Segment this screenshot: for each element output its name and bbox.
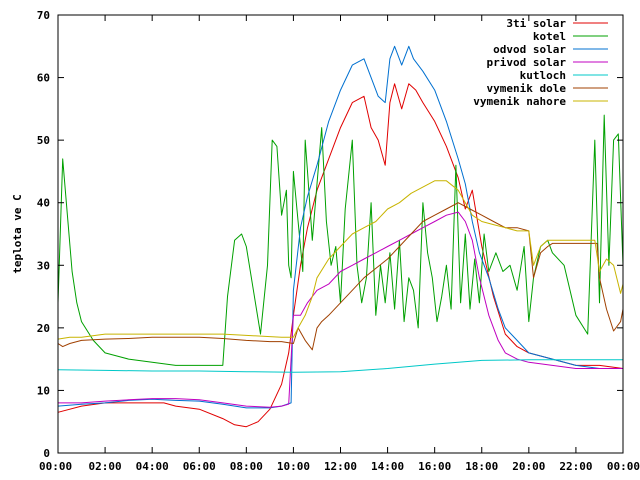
legend-label: privod solar [487,56,567,69]
legend-label: kutloch [520,69,566,82]
y-tick-label: 70 [37,9,50,22]
x-tick-label: 18:00 [465,460,498,473]
legend-label: vymenik dole [487,82,567,95]
legend-label: 3ti solar [506,17,566,30]
x-tick-label: 02:00 [89,460,122,473]
y-tick-label: 50 [37,134,50,147]
x-tick-label: 00:00 [607,460,640,473]
y-tick-label: 60 [37,72,50,85]
x-tick-label: 22:00 [559,460,592,473]
x-tick-label: 00:00 [39,460,72,473]
series-line-vymenik-dole [57,202,624,351]
series-layer [57,45,624,428]
legend-label: kotel [533,30,566,43]
series-line-3ti-solar [57,83,624,428]
y-axis-label: teplota ve C [11,194,24,273]
x-tick-label: 16:00 [418,460,451,473]
x-tick-label: 06:00 [183,460,216,473]
series-line-kutloch [57,359,623,373]
x-tick-label: 10:00 [277,460,310,473]
x-tick-label: 08:00 [230,460,263,473]
y-tick-label: 20 [37,322,50,335]
tick-layer: 0 10 20 30 40 50 60 70 00:00 02:00 04:00 06:00 08:00… [37,9,640,473]
y-tick-label: 10 [37,384,50,397]
legend-label: vymenik nahore [473,95,566,108]
x-tick-label: 04:00 [136,460,169,473]
x-tick-label: 20:00 [512,460,545,473]
series-line-kotel [57,114,624,366]
series-line-odvod-solar [57,45,623,409]
legend-label: odvod solar [493,43,566,56]
y-tick-label: 40 [37,197,50,210]
y-tick-label: 0 [43,447,50,460]
series-line-privod-solar [58,211,623,408]
series-line-vymenik-nahore [57,180,624,340]
y-tick-label: 30 [37,259,50,272]
x-tick-label: 14:00 [371,460,404,473]
x-tick-label: 12:00 [324,460,357,473]
